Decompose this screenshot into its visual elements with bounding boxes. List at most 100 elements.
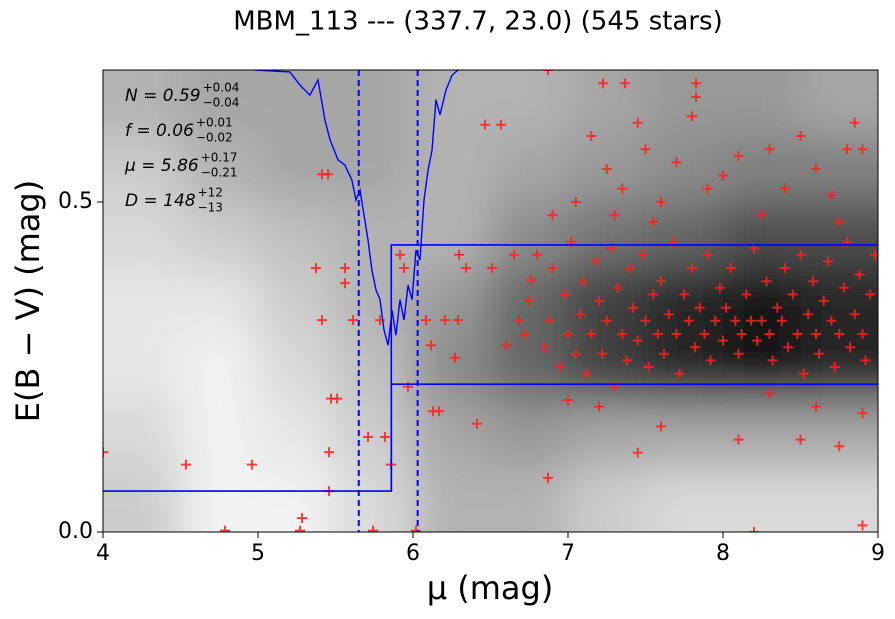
star-marker: [547, 210, 558, 221]
density-cell: [490, 136, 569, 203]
star-marker: [702, 249, 713, 260]
density-cell: [180, 70, 259, 137]
star-marker: [612, 282, 623, 293]
star-marker: [586, 131, 597, 141]
density-cell: [645, 466, 724, 532]
star-marker: [826, 190, 837, 201]
density-cell: [103, 136, 181, 203]
star-marker: [656, 421, 666, 432]
star-marker: [857, 520, 868, 531]
star-marker: [780, 183, 790, 194]
star-marker: [543, 70, 554, 75]
star-marker: [525, 274, 536, 285]
star-marker: [798, 368, 809, 379]
star-marker: [776, 315, 787, 326]
density-map: [103, 70, 878, 532]
star-marker: [705, 355, 716, 366]
density-cell: [180, 400, 259, 467]
density-cell: [800, 466, 878, 532]
star-marker: [532, 249, 542, 260]
density-cell: [645, 70, 724, 137]
star-marker: [849, 117, 860, 128]
density-cell: [568, 202, 646, 269]
density-cell: [413, 202, 491, 269]
star-marker: [674, 368, 685, 379]
density-cell: [413, 268, 491, 335]
density-cell: [103, 70, 181, 137]
star-marker: [394, 249, 405, 260]
density-cell: [258, 334, 336, 401]
star-marker: [756, 315, 767, 326]
density-cell: [180, 334, 259, 401]
star-marker: [219, 525, 230, 532]
star-marker: [575, 309, 586, 320]
density-cell: [490, 400, 569, 467]
density-cell: [645, 268, 724, 335]
star-marker: [730, 315, 741, 326]
star-marker: [246, 459, 257, 470]
axes: 4 5 6 7 8 90.00.5N = 0.59 +0.04−0.04f = 0.06 +0…: [58, 81, 885, 567]
star-marker: [823, 256, 834, 267]
annotation-lower: −0.04: [203, 96, 240, 110]
star-marker: [811, 329, 821, 339]
star-marker: [687, 263, 697, 273]
star-marker: [834, 216, 845, 227]
star-marker: [691, 78, 702, 89]
star-marker: [767, 355, 778, 366]
plot-area: [103, 70, 878, 532]
density-cell: [258, 202, 336, 269]
star-marker: [869, 249, 878, 260]
star-marker: [472, 418, 483, 429]
star-marker: [795, 434, 806, 445]
star-marker: [721, 302, 732, 313]
star-marker: [586, 329, 597, 339]
density-cell: [335, 268, 414, 335]
likelihood-curve: [255, 70, 459, 346]
annotation: N = 0.59: [125, 86, 201, 106]
star-marker: [363, 431, 374, 442]
density-cell: [258, 268, 336, 335]
star-marker: [563, 395, 573, 405]
star-marker: [487, 263, 498, 273]
star-marker: [598, 78, 609, 89]
density-cell: [568, 334, 646, 401]
star-marker: [632, 335, 643, 346]
density-cell: [335, 400, 414, 467]
star-marker: [780, 263, 790, 273]
star-marker: [663, 309, 674, 320]
star-marker: [439, 315, 450, 326]
y-tick-label: 0.0: [58, 519, 93, 544]
annotation: μ = 5.86: [124, 156, 199, 176]
star-marker: [652, 329, 663, 339]
density-cell: [800, 268, 878, 335]
star-marker: [690, 342, 701, 353]
star-marker: [559, 289, 570, 300]
star-marker: [539, 342, 550, 353]
star-marker: [632, 117, 643, 128]
star-marker: [736, 329, 747, 339]
star-marker: [601, 164, 612, 174]
star-marker: [454, 249, 465, 260]
star-marker: [857, 144, 868, 155]
star-marker: [829, 362, 840, 372]
annotation-upper: +0.17: [201, 151, 238, 165]
star-marker: [297, 513, 308, 524]
star-marker: [103, 447, 108, 458]
star-marker: [648, 289, 659, 300]
star-marker: [764, 388, 775, 399]
y-axis-label: E(B − V) (mag): [9, 180, 47, 422]
star-marker: [509, 249, 520, 260]
star-marker: [787, 289, 798, 300]
star-marker: [514, 315, 525, 326]
star-marker: [749, 527, 759, 532]
star-marker: [671, 329, 682, 339]
density-cell: [180, 202, 259, 269]
x-tick-label: 6: [406, 541, 420, 566]
star-marker: [601, 315, 612, 326]
star-marker: [648, 216, 659, 227]
star-marker: [811, 401, 821, 412]
star-marker: [710, 315, 721, 326]
density-cell: [723, 136, 801, 203]
star-marker: [718, 170, 728, 181]
